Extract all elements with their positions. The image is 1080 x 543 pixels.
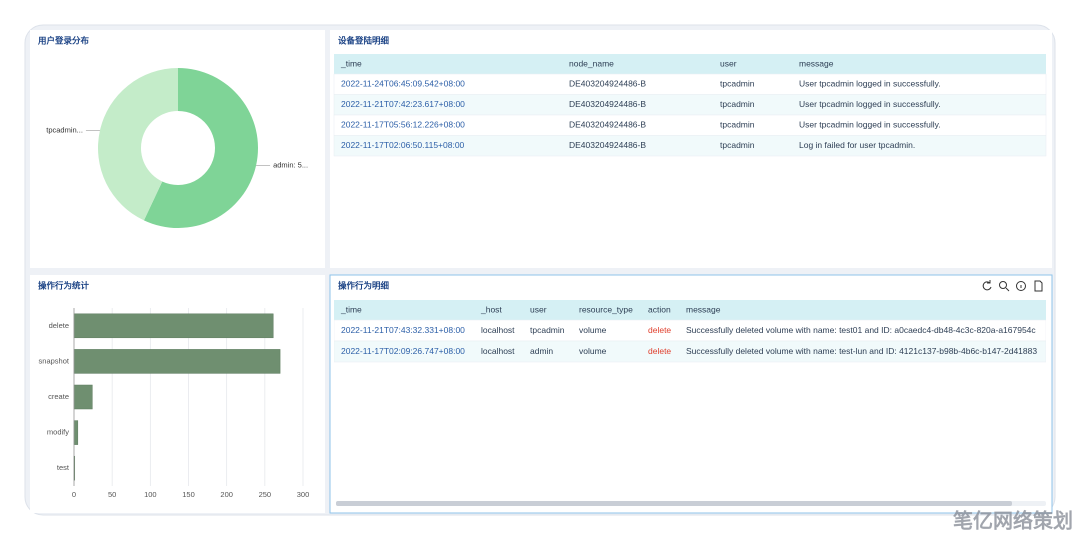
table-cell: tpcadmin — [720, 140, 755, 150]
column-header: node_name — [569, 58, 614, 68]
table-cell: User tpcadmin logged in successfully. — [799, 79, 941, 89]
x-tick-label: 250 — [259, 490, 272, 499]
column-header: message — [686, 304, 721, 314]
x-tick-label: 200 — [220, 490, 233, 499]
column-header: user — [530, 304, 547, 314]
table-cell: delete — [648, 346, 671, 356]
x-tick-label: 300 — [297, 490, 310, 499]
column-header: _time — [340, 304, 362, 314]
table-cell: DE403204924486-B — [569, 120, 646, 130]
column-header: message — [799, 58, 834, 68]
table-cell: tpcadmin — [530, 325, 565, 335]
table-cell: User tpcadmin logged in successfully. — [799, 99, 941, 109]
table-cell: tpcadmin — [720, 120, 755, 130]
table-cell: delete — [648, 325, 671, 335]
table-cell: Successfully deleted volume with name: t… — [686, 346, 1037, 356]
y-tick-label: delete — [49, 321, 69, 330]
x-tick-label: 150 — [182, 490, 195, 499]
table-cell: localhost — [481, 325, 515, 335]
y-tick-label: test — [57, 463, 70, 472]
x-tick-label: 100 — [144, 490, 157, 499]
table-cell: 2022-11-17T05:56:12.226+08:00 — [341, 120, 465, 130]
panel-title: 操作行为统计 — [38, 280, 90, 290]
y-tick-label: create — [48, 392, 69, 401]
column-header: user — [720, 58, 737, 68]
bar — [74, 421, 78, 445]
bar — [74, 385, 92, 409]
table-cell: DE403204924486-B — [569, 140, 646, 150]
column-header: _time — [340, 58, 362, 68]
panel-title: 用户登录分布 — [37, 35, 90, 45]
table-cell: admin — [530, 346, 553, 356]
table-cell: tpcadmin — [720, 99, 755, 109]
table-header — [334, 54, 1046, 74]
table-cell: User tpcadmin logged in successfully. — [799, 120, 941, 130]
watermark: 笔亿网络策划 — [953, 508, 1073, 532]
table-cell: 2022-11-24T06:45:09.542+08:00 — [341, 79, 465, 89]
table-cell: localhost — [481, 346, 515, 356]
table: _time node_name user message 2022-11-24T06:4… — [334, 54, 1046, 156]
table-cell: Successfully deleted volume with name: t… — [686, 325, 1036, 335]
table: _time _host user resource_type action message… — [334, 300, 1046, 362]
panel-title: 操作行为明细 — [338, 280, 390, 290]
table-cell: tpcadmin — [720, 79, 755, 89]
column-header: action — [648, 304, 671, 314]
scrollbar-thumb[interactable] — [336, 501, 1012, 506]
slice-label: admin: 5... — [273, 160, 308, 169]
slice-label: tpcadmin... — [46, 126, 83, 135]
table-cell: 2022-11-17T02:09:26.747+08:00 — [341, 346, 465, 356]
table-cell: DE403204924486-B — [569, 79, 646, 89]
table-cell: DE403204924486-B — [569, 99, 646, 109]
table-cell: 2022-11-21T07:43:32.331+08:00 — [341, 325, 465, 335]
table-cell: 2022-11-21T07:42:23.617+08:00 — [341, 99, 465, 109]
panel — [30, 30, 325, 268]
column-header: resource_type — [579, 304, 633, 314]
x-tick-label: 0 — [72, 490, 76, 499]
table-cell: volume — [579, 346, 607, 356]
panel-title: 设备登陆明细 — [338, 35, 390, 45]
column-header: _host — [480, 304, 502, 314]
table-cell: Log in failed for user tpcadmin. — [799, 140, 915, 150]
bar — [74, 349, 280, 373]
y-tick-label: modify — [47, 428, 69, 437]
y-tick-label: snapshot — [39, 356, 70, 365]
table-cell: 2022-11-17T02:06:50.115+08:00 — [341, 140, 465, 150]
table-cell: volume — [579, 325, 607, 335]
bar — [74, 314, 273, 338]
x-tick-label: 50 — [108, 490, 116, 499]
